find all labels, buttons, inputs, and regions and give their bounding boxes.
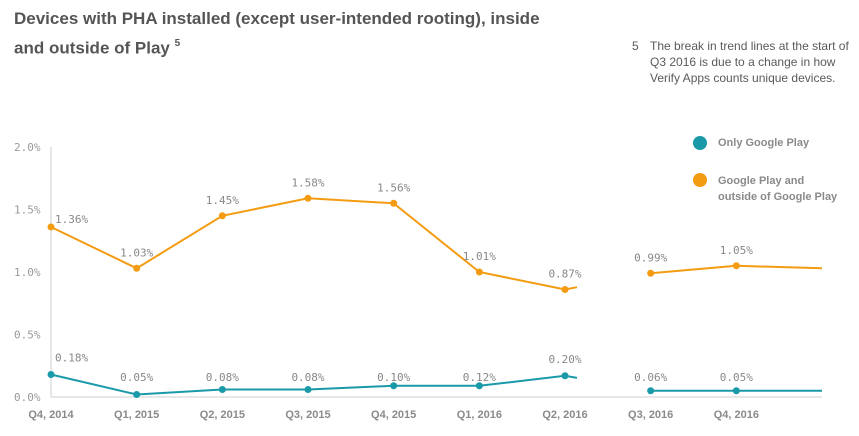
footnote: 5 The break in trend lines at the start … bbox=[632, 38, 852, 86]
legend-marker-only-google-play bbox=[693, 136, 707, 150]
data-label: 0.18% bbox=[55, 352, 88, 365]
series-0-point bbox=[390, 382, 398, 390]
data-label: 0.10% bbox=[377, 371, 410, 384]
x-tick-label: Q2, 2015 bbox=[200, 409, 245, 421]
legend-label-google-play-and-outside: Google Play and bbox=[718, 175, 804, 187]
x-tick-label: Q4, 2016 bbox=[714, 409, 759, 421]
y-tick-label: 2.0% bbox=[14, 141, 41, 154]
data-label: 0.12% bbox=[463, 371, 496, 384]
data-label: 0.05% bbox=[720, 371, 753, 384]
series-0-point bbox=[304, 386, 312, 393]
series-1-point bbox=[561, 286, 569, 293]
y-tick-label: 0.0% bbox=[14, 391, 41, 404]
series-1-point bbox=[218, 212, 226, 220]
data-label: 1.03% bbox=[120, 246, 153, 259]
series-1-point bbox=[390, 199, 398, 207]
series-1-point bbox=[647, 269, 655, 277]
legend-label-only-google-play: Only Google Play bbox=[718, 137, 810, 149]
y-tick-label: 1.0% bbox=[14, 266, 41, 279]
series-0-point bbox=[218, 386, 226, 393]
legend-marker-google-play-and-outside bbox=[693, 173, 707, 187]
data-label: 0.87% bbox=[548, 268, 581, 281]
y-tick-label: 0.5% bbox=[14, 329, 41, 342]
x-tick-label: Q1, 2015 bbox=[114, 409, 159, 421]
data-label: 0.08% bbox=[206, 371, 239, 384]
series-0-point bbox=[133, 391, 141, 398]
y-tick-label: 1.5% bbox=[14, 204, 41, 217]
series-0-point bbox=[647, 387, 655, 395]
data-label: 1.45% bbox=[206, 194, 239, 207]
chart-title: Devices with PHA installed (except user-… bbox=[14, 6, 574, 62]
series-0-point bbox=[47, 371, 55, 378]
data-label: 0.99% bbox=[634, 251, 667, 264]
data-label: 1.05% bbox=[720, 244, 753, 257]
footnote-number: 5 bbox=[632, 39, 639, 53]
data-label: 0.20% bbox=[548, 353, 581, 366]
footnote-text: The break in trend lines at the start of… bbox=[650, 39, 849, 85]
title-footnote-marker: 5 bbox=[174, 38, 181, 49]
legend-label-google-play-and-outside: outside of Google Play bbox=[718, 191, 838, 203]
x-tick-label: Q4, 2015 bbox=[371, 409, 416, 421]
series-0-point bbox=[732, 387, 740, 395]
data-label: 1.58% bbox=[291, 176, 324, 189]
series-1-point bbox=[47, 223, 55, 231]
x-tick-label: Q1, 2016 bbox=[457, 409, 502, 421]
series-0-point bbox=[561, 372, 569, 380]
series-1-point bbox=[732, 262, 740, 270]
data-label: 1.56% bbox=[377, 181, 410, 194]
data-label: 0.06% bbox=[634, 371, 667, 384]
data-label: 0.08% bbox=[291, 371, 324, 384]
x-tick-label: Q4, 2014 bbox=[28, 409, 74, 421]
data-label: 1.36% bbox=[55, 213, 88, 226]
data-label: 1.01% bbox=[463, 250, 496, 263]
x-tick-label: Q3, 2015 bbox=[285, 409, 330, 421]
x-tick-label: Q2, 2016 bbox=[542, 409, 587, 421]
series-line-0-before-break bbox=[50, 373, 578, 396]
series-1-point bbox=[133, 264, 141, 272]
series-line-1-before-break bbox=[50, 197, 578, 291]
x-tick-label: Q3, 2016 bbox=[628, 409, 673, 421]
chart-title-text: Devices with PHA installed (except user-… bbox=[14, 9, 540, 58]
series-0-point bbox=[475, 382, 483, 390]
series-1-point bbox=[304, 194, 312, 202]
series-1-point bbox=[475, 268, 483, 276]
data-label: 0.05% bbox=[120, 371, 153, 384]
